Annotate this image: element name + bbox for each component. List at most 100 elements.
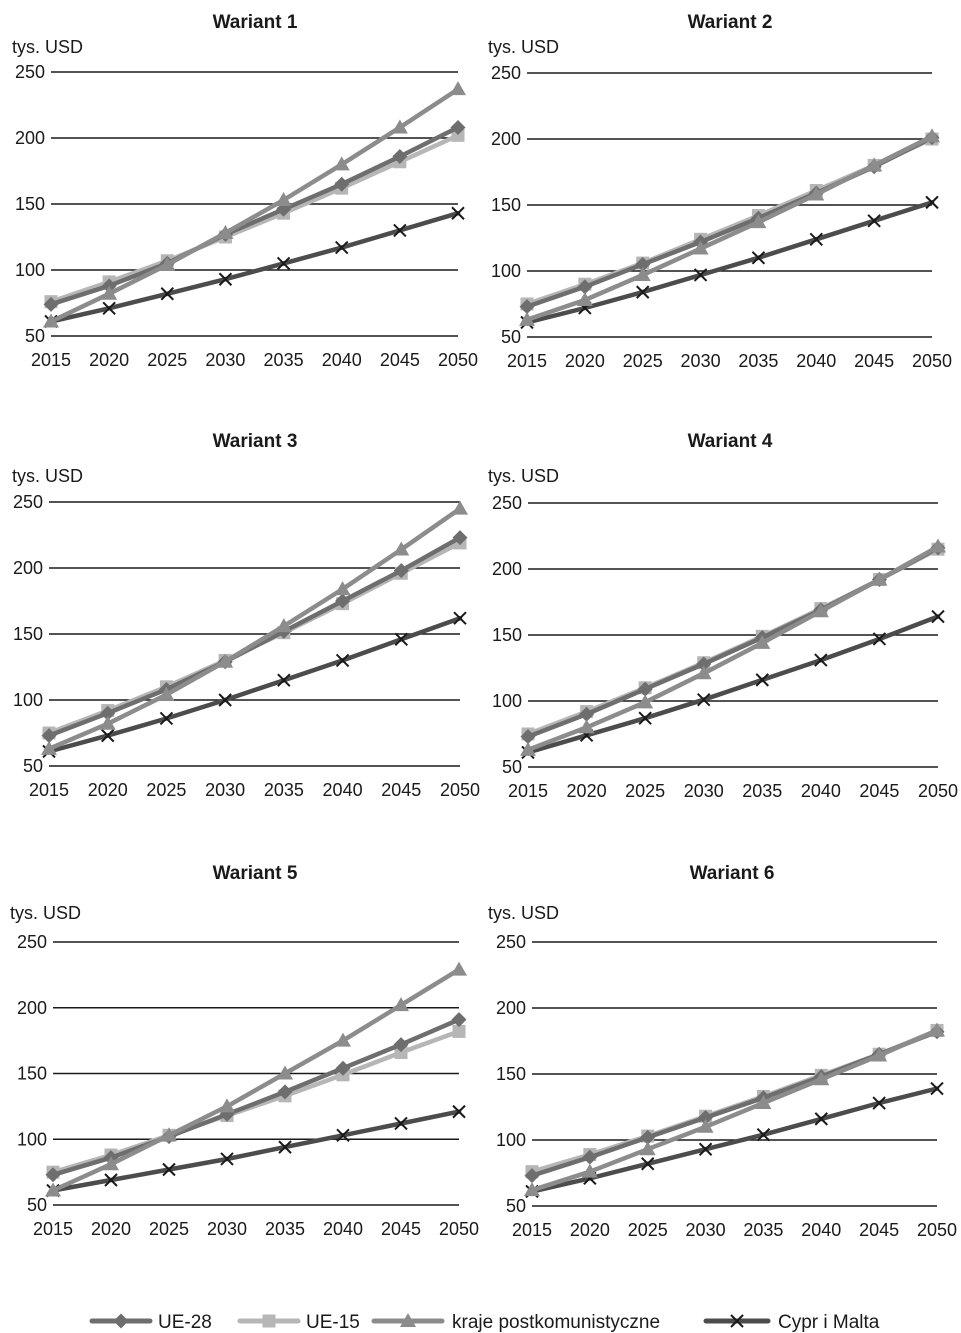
y-tick-label: 50 bbox=[27, 1195, 47, 1215]
data-point-kraje-postkomunistyczne bbox=[451, 961, 467, 976]
x-tick-label: 2050 bbox=[918, 781, 958, 801]
x-tick-label: 2040 bbox=[801, 1220, 841, 1240]
y-tick-label: 100 bbox=[17, 1129, 47, 1149]
legend-item-ue-15: UE-15 bbox=[237, 1312, 360, 1333]
data-point-kraje-postkomunistyczne bbox=[391, 119, 408, 134]
y-tick-label: 150 bbox=[15, 194, 45, 214]
data-point-kraje-postkomunistyczne bbox=[634, 266, 651, 281]
data-point-cypr-i-malta bbox=[162, 1162, 176, 1177]
data-point-ue-28 bbox=[582, 1149, 598, 1165]
legend-label: UE-28 bbox=[158, 1312, 212, 1333]
y-tick-label: 150 bbox=[491, 195, 521, 215]
data-point-kraje-postkomunistyczne bbox=[45, 1182, 61, 1197]
y-tick-label: 200 bbox=[491, 129, 521, 149]
data-point-kraje-postkomunistyczne bbox=[692, 240, 709, 255]
x-tick-label: 2030 bbox=[205, 350, 245, 370]
data-point-kraje-postkomunistyczne bbox=[99, 715, 116, 730]
y-tick-label: 250 bbox=[17, 932, 47, 952]
data-point-cypr-i-malta bbox=[872, 1096, 886, 1110]
x-tick-label: 2040 bbox=[801, 781, 841, 801]
data-point-kraje-postkomunistyczne bbox=[813, 1071, 830, 1086]
data-point-kraje-postkomunistyczne bbox=[930, 538, 946, 553]
data-point-kraje-postkomunistyczne bbox=[519, 311, 535, 326]
data-point-kraje-postkomunistyczne bbox=[755, 1095, 772, 1110]
legend: UE-28 UE-15 kraje postkomunistyczne Cypr i … bbox=[89, 1312, 880, 1333]
data-point-kraje-postkomunistyczne bbox=[103, 1156, 119, 1171]
y-tick-label: 50 bbox=[25, 326, 45, 346]
x-tick-label: 2015 bbox=[512, 1220, 552, 1240]
x-tick-label: 2025 bbox=[147, 350, 187, 370]
legend-marker bbox=[730, 1314, 744, 1328]
data-point-kraje-postkomunistyczne bbox=[393, 997, 409, 1012]
y-tick-label: 50 bbox=[502, 757, 522, 777]
y-axis-unit-label: tys. USD bbox=[12, 466, 83, 486]
y-tick-label: 100 bbox=[13, 690, 43, 710]
series-line-kraje-postkomunistyczne bbox=[525, 544, 941, 753]
data-point-ue-28 bbox=[43, 296, 59, 312]
y-axis-unit-label: tys. USD bbox=[10, 903, 81, 923]
data-point-ue-28 bbox=[696, 656, 712, 672]
data-point-kraje-postkomunistyczne bbox=[450, 81, 466, 96]
legend-item-kraje-postkomunistyczne: kraje postkomunistyczne bbox=[371, 1312, 660, 1333]
data-point-ue-15 bbox=[452, 1024, 466, 1038]
data-point-ue-28 bbox=[577, 279, 593, 295]
data-point-kraje-postkomunistyczne bbox=[333, 156, 350, 171]
data-point-kraje-postkomunistyczne bbox=[277, 1065, 293, 1080]
chart-panel-2: Wariant 2 tys. USD 50 100 150 200 250 2015 2020 2… bbox=[488, 12, 952, 371]
data-point-kraje-postkomunistyczne bbox=[581, 1163, 598, 1178]
data-point-cypr-i-malta bbox=[925, 195, 939, 210]
x-tick-label: 2025 bbox=[625, 781, 665, 801]
series-line-kraje-postkomunistyczne bbox=[46, 506, 463, 752]
series-line-cypr-i-malta bbox=[50, 1109, 462, 1193]
y-axis-unit-label: tys. USD bbox=[488, 37, 559, 57]
x-tick-label: 2015 bbox=[507, 351, 547, 371]
y-tick-label: 250 bbox=[15, 62, 45, 82]
data-point-cypr-i-malta bbox=[867, 214, 881, 228]
x-tick-label: 2045 bbox=[859, 1220, 899, 1240]
x-tick-label: 2025 bbox=[623, 351, 663, 371]
data-point-kraje-postkomunistyczne bbox=[520, 741, 536, 756]
data-point-cypr-i-malta bbox=[277, 673, 291, 687]
y-tick-label: 200 bbox=[13, 558, 43, 578]
x-tick-label: 2040 bbox=[322, 350, 362, 370]
x-tick-label: 2015 bbox=[31, 350, 71, 370]
x-tick-label: 2035 bbox=[738, 351, 778, 371]
x-tick-label: 2030 bbox=[205, 780, 245, 800]
y-tick-label: 200 bbox=[492, 559, 522, 579]
data-point-cypr-i-malta bbox=[756, 1128, 771, 1142]
data-point-ue-28 bbox=[452, 530, 468, 546]
x-tick-label: 2040 bbox=[796, 351, 836, 371]
y-tick-label: 150 bbox=[13, 624, 43, 644]
data-point-kraje-postkomunistyczne bbox=[524, 1182, 540, 1197]
data-point-kraje-postkomunistyczne bbox=[871, 571, 888, 586]
data-point-cypr-i-malta bbox=[102, 301, 116, 315]
data-point-cypr-i-malta bbox=[931, 609, 945, 624]
x-tick-label: 2030 bbox=[684, 781, 724, 801]
series-kraje-postkomunistyczne bbox=[520, 538, 946, 756]
y-tick-label: 50 bbox=[23, 756, 43, 776]
data-point-ue-28 bbox=[334, 176, 350, 192]
y-axis-unit-label: tys. USD bbox=[488, 466, 559, 486]
data-point-kraje-postkomunistyczne bbox=[452, 500, 468, 515]
x-tick-label: 2020 bbox=[570, 1220, 610, 1240]
data-point-ue-28 bbox=[277, 1084, 293, 1100]
legend-marker bbox=[262, 1314, 276, 1328]
data-point-ue-28 bbox=[637, 681, 653, 697]
x-tick-label: 2025 bbox=[628, 1220, 668, 1240]
x-tick-label: 2035 bbox=[265, 1219, 305, 1239]
data-point-kraje-postkomunistyczne bbox=[750, 214, 767, 229]
series-line-cypr-i-malta bbox=[48, 210, 461, 324]
y-tick-label: 50 bbox=[506, 1196, 526, 1216]
legend-item-ue-28: UE-28 bbox=[89, 1312, 212, 1333]
x-tick-label: 2035 bbox=[264, 350, 304, 370]
y-tick-label: 150 bbox=[492, 625, 522, 645]
y-tick-label: 250 bbox=[491, 63, 521, 83]
x-tick-label: 2045 bbox=[859, 781, 899, 801]
data-point-kraje-postkomunistyczne bbox=[159, 256, 176, 271]
y-tick-label: 100 bbox=[492, 691, 522, 711]
legend-label: kraje postkomunistyczne bbox=[452, 1312, 660, 1333]
series-line-kraje-postkomunistyczne bbox=[529, 1028, 940, 1193]
chart-title: Wariant 2 bbox=[688, 12, 773, 33]
x-tick-label: 2015 bbox=[33, 1219, 73, 1239]
